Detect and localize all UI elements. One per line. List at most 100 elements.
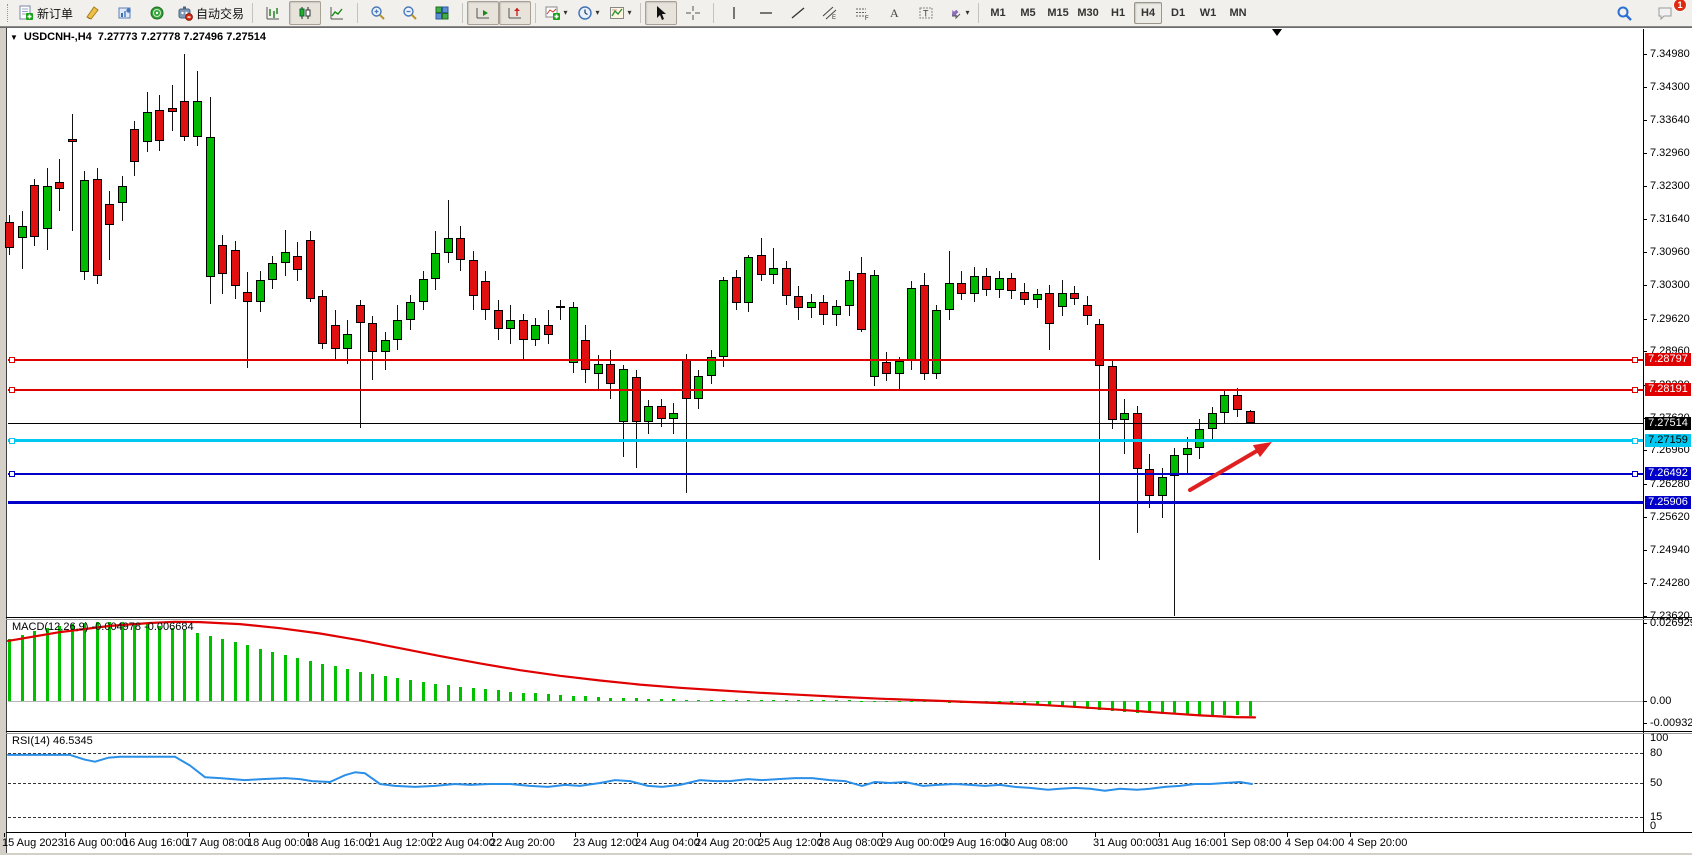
timeframe-button-mn[interactable]: MN <box>1229 7 1247 19</box>
fibonacci-button[interactable]: F <box>846 1 878 25</box>
timeframe-button-m1[interactable]: M1 <box>990 7 1006 19</box>
time-tick <box>1005 833 1006 837</box>
candle <box>744 256 754 304</box>
macd-histogram-bar <box>747 700 751 701</box>
new-order-button[interactable]: 新订单 <box>14 1 77 25</box>
horizontal-line-object[interactable] <box>8 472 1643 475</box>
macd-histogram-bar <box>835 700 838 701</box>
time-tick-label: 29 Aug 16:00 <box>942 837 1007 849</box>
line-handle[interactable] <box>1632 437 1638 444</box>
zoom-out-button[interactable] <box>394 1 426 25</box>
line-handle[interactable] <box>1632 386 1638 393</box>
new-order-label: 新订单 <box>37 6 74 21</box>
equidistant-channel-button[interactable]: E <box>814 1 846 25</box>
metaeditor-button[interactable] <box>77 1 109 25</box>
timeframe-button-h1[interactable]: H1 <box>1111 7 1126 19</box>
trendline-icon <box>791 7 805 19</box>
timeframe-button-w1[interactable]: W1 <box>1199 7 1217 19</box>
rsi-axis-label: 80 <box>1650 747 1663 759</box>
indicators-button[interactable]: ▾ <box>540 1 572 25</box>
macd-histogram-bar <box>20 635 24 701</box>
chevron-down-icon[interactable]: ▼ <box>10 32 18 42</box>
chart-title: ▼ USDCNH-,H4 7.27773 7.27778 7.27496 7.2… <box>10 31 266 43</box>
text-label-button[interactable]: T <box>910 1 942 25</box>
horizontal-line-object[interactable] <box>8 439 1643 443</box>
toolbar-separator <box>713 3 715 23</box>
autotrading-icon <box>178 6 193 21</box>
window-left-strip <box>0 28 6 855</box>
candle <box>1195 429 1205 448</box>
macd-histogram-bar <box>1073 701 1076 708</box>
candlestick-chart-button[interactable] <box>289 1 322 25</box>
time-tick-label: 18 Aug 00:00 <box>247 837 312 849</box>
search-button[interactable] <box>1608 1 1640 25</box>
vertical-line-button[interactable] <box>718 1 750 25</box>
tile-windows-button[interactable] <box>426 1 458 25</box>
candle <box>305 240 315 300</box>
candle <box>581 339 591 370</box>
timeframe-button-m5[interactable]: M5 <box>1020 7 1036 19</box>
line-handle[interactable] <box>1632 356 1638 363</box>
macd-histogram-bar <box>684 699 688 701</box>
rsi-axis-label: 100 <box>1650 732 1669 744</box>
text-button[interactable]: A <box>878 1 910 25</box>
dropdown-caret-icon: ▾ <box>965 8 970 17</box>
candle <box>30 185 40 237</box>
trendline-button[interactable] <box>782 1 814 25</box>
templates-button[interactable]: ▾ <box>604 1 636 25</box>
candle-wick <box>359 300 361 428</box>
autotrading-button[interactable]: 自动交易 <box>173 1 248 25</box>
timeframe-button-m15[interactable]: M15 <box>1047 7 1069 19</box>
horizontal-line-object[interactable] <box>8 388 1643 391</box>
candle <box>167 107 177 112</box>
chart-shift-marker[interactable] <box>1272 29 1282 36</box>
candle <box>180 101 190 137</box>
arrows-objects-button[interactable]: ▾ <box>942 1 974 25</box>
pane-separator-1[interactable] <box>6 617 1692 618</box>
time-tick <box>308 833 309 837</box>
price-tick <box>1643 53 1647 55</box>
line-handle[interactable] <box>9 437 15 444</box>
line-handle[interactable] <box>1632 470 1638 477</box>
market-watch-button[interactable] <box>109 1 141 25</box>
candle <box>155 110 165 141</box>
time-tick <box>432 833 433 837</box>
periods-button[interactable]: ▾ <box>572 1 604 25</box>
trend-arrow-head[interactable] <box>1252 442 1272 458</box>
toolbar-separator <box>640 3 642 23</box>
cursor-button[interactable] <box>645 1 678 25</box>
horizontal-line-button[interactable] <box>750 1 782 25</box>
templates-icon <box>609 7 624 19</box>
macd-histogram-bar <box>697 699 701 701</box>
horizontal-line-object[interactable] <box>8 422 1643 424</box>
candle <box>92 179 102 276</box>
macd-histogram-bar <box>1148 701 1152 714</box>
price-tick-label: 7.30960 <box>1650 246 1690 259</box>
horizontal-line-object[interactable] <box>8 501 1643 505</box>
candle-wick <box>1124 399 1126 454</box>
auto-scroll-button[interactable] <box>467 1 500 25</box>
bar-chart-button[interactable] <box>257 1 289 25</box>
horizontal-line-object[interactable] <box>8 358 1643 361</box>
candle <box>706 356 716 376</box>
candle <box>218 245 227 275</box>
line-chart-button[interactable] <box>321 1 353 25</box>
crosshair-button[interactable] <box>677 1 709 25</box>
notifications-button[interactable]: 1 <box>1650 0 1687 25</box>
signals-button[interactable] <box>141 1 173 25</box>
macd-histogram-bar <box>1235 701 1239 716</box>
candle <box>556 306 566 309</box>
line-handle[interactable] <box>9 470 15 477</box>
line-handle[interactable] <box>9 386 15 393</box>
line-handle[interactable] <box>9 356 15 363</box>
time-tick-label: 16 Aug 00:00 <box>63 837 128 849</box>
pane-separator-2[interactable] <box>6 731 1692 732</box>
timeframe-button-m30[interactable]: M30 <box>1077 7 1099 19</box>
chart-shift-button[interactable] <box>499 1 532 25</box>
zoom-in-icon <box>371 6 385 20</box>
zoom-in-button[interactable] <box>362 1 394 25</box>
timeframe-button-d1[interactable]: D1 <box>1171 7 1186 19</box>
timeframe-button-h4[interactable]: H4 <box>1134 2 1163 24</box>
macd-histogram-bar <box>759 700 763 701</box>
